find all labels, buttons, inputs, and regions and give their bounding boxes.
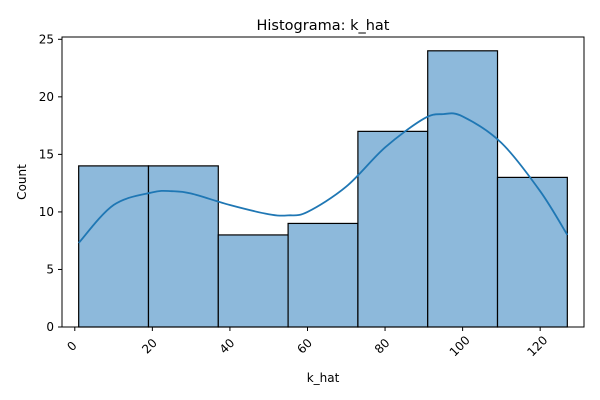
kde-line	[78, 112, 569, 244]
x-tick-label: 20	[139, 336, 160, 357]
y-tick-label: 10	[39, 205, 54, 219]
y-tick-label: 25	[39, 32, 54, 46]
y-tick-label: 5	[46, 262, 54, 276]
chart-title: Histograma: k_hat	[256, 18, 389, 34]
histogram-bar-6	[496, 176, 568, 328]
plot-frame	[61, 36, 585, 328]
histogram-bar-2	[217, 234, 289, 328]
x-tick-label: 100	[447, 333, 473, 359]
x-tick-label: 120	[524, 333, 550, 359]
y-ticks-group: 0 5 10 15 20 25	[39, 32, 62, 334]
x-tick-label: 80	[372, 336, 393, 357]
y-tick-label: 0	[46, 320, 54, 334]
bars-group	[78, 50, 568, 328]
x-tick-label: 40	[217, 336, 238, 357]
y-axis-label: Count	[15, 164, 29, 200]
histogram-bar-3	[287, 222, 359, 328]
histogram-bar-4	[357, 130, 429, 328]
x-ticks-group: 0 20 40 60 80 100 120	[64, 327, 550, 359]
kde-group	[78, 112, 569, 244]
x-axis-label: k_hat	[307, 371, 340, 385]
x-tick-label: 0	[64, 339, 79, 354]
histogram-bar-1	[147, 165, 219, 328]
y-tick-label: 20	[39, 90, 54, 104]
histogram-bar-5	[427, 50, 499, 328]
y-tick-label: 15	[39, 147, 54, 161]
axes-group	[61, 36, 585, 328]
histogram-bar-0	[78, 165, 150, 328]
x-tick-label: 60	[294, 336, 315, 357]
